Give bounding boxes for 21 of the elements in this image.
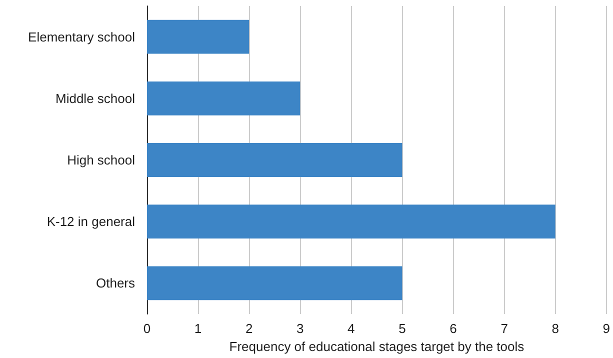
x-tick-label: 7: [500, 321, 508, 336]
x-tick-label: 6: [450, 321, 457, 336]
x-tick-label: 0: [143, 321, 151, 336]
y-tick-label: Others: [96, 276, 136, 291]
bar: [147, 204, 556, 239]
bar: [147, 266, 402, 300]
x-tick-label: 8: [552, 321, 559, 336]
bar: [147, 20, 250, 54]
x-tick-label: 5: [398, 321, 406, 336]
bar: [147, 143, 402, 177]
x-tick-label: 9: [602, 321, 610, 336]
y-tick-label: Middle school: [56, 90, 136, 106]
bar: [147, 81, 300, 116]
x-tick-label: 4: [348, 321, 355, 336]
x-axis-title: Frequency of educational stages target by the tools: [229, 339, 525, 354]
x-tick-label: 2: [245, 321, 253, 336]
x-tick-label: 3: [296, 321, 304, 336]
y-tick-label: High school: [67, 152, 136, 168]
y-tick-label: K-12 in general: [46, 214, 136, 230]
y-tick-label: Elementary school: [28, 29, 136, 44]
x-tick-label: 1: [194, 321, 202, 336]
